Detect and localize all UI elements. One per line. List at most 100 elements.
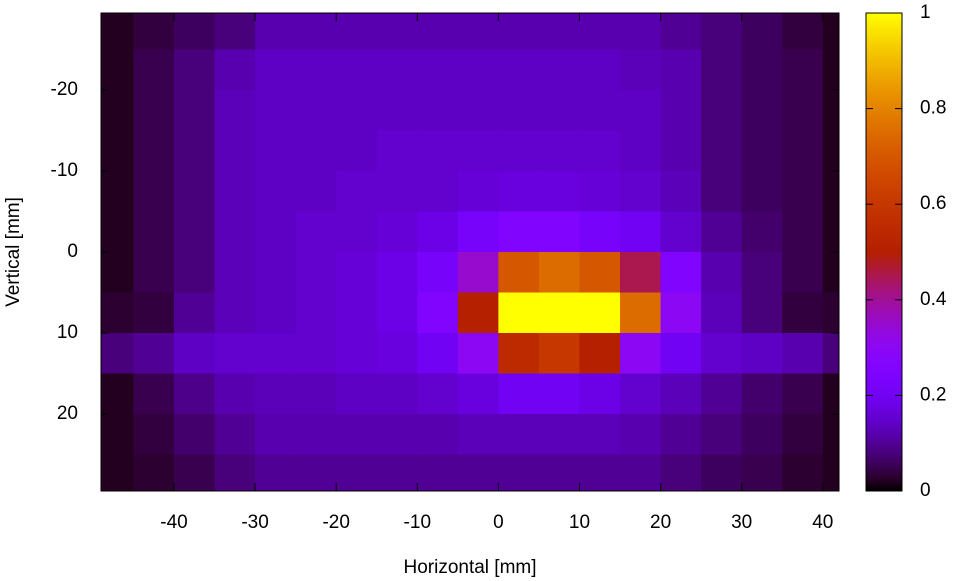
colorbar-tick-label: 0.6 [920,193,946,214]
heat-cell [295,49,337,91]
heat-cell [255,170,297,212]
heat-cell [741,414,783,456]
heat-cell [376,211,418,253]
heat-cell [457,373,499,415]
x-tick-label: 40 [812,512,833,533]
heat-cell [620,13,662,50]
heat-cell [255,211,297,253]
heat-cell [255,89,297,131]
heat-cell [579,333,621,375]
heat-cell [336,333,378,375]
heat-cell [579,414,621,456]
heat-cell [376,454,418,491]
heat-cell [295,130,337,172]
heat-cell [498,414,540,456]
heat-cell [822,13,839,50]
heat-cell [173,130,216,172]
heat-cell [660,170,702,212]
heat-cell [538,13,580,50]
heat-cell [101,373,134,415]
heat-cell [255,414,297,456]
colorbar-tick-label: 0.8 [920,98,946,119]
heat-cell [133,13,175,50]
heat-cell [782,13,824,50]
heat-cell [336,211,378,253]
heat-cell [457,292,499,334]
y-tick-label: 10 [57,322,78,343]
heat-cell [173,49,216,91]
heat-cell [782,292,824,334]
heat-cell [417,292,459,334]
heat-cell [173,414,216,456]
heat-cell [782,333,824,375]
heat-cell [101,333,134,375]
heat-cell [620,454,662,491]
heat-cell [620,292,662,334]
x-tick-label: -40 [160,512,187,533]
heat-cell [620,414,662,456]
heat-cell [538,170,580,212]
heat-cell [579,130,621,172]
heat-cell [457,89,499,131]
heat-cell [457,333,499,375]
heat-cell [173,170,216,212]
x-tick-label: -30 [241,512,268,533]
heat-cell [741,89,783,131]
heat-cell [457,252,499,294]
heat-cell [376,49,418,91]
heat-cell [782,373,824,415]
heat-cell [701,170,743,212]
x-tick-label: 10 [569,512,590,533]
heat-cell [417,454,459,491]
heat-cell [822,170,839,212]
heat-cell [336,414,378,456]
heat-cell [376,333,418,375]
heat-cell [741,333,783,375]
heat-cell [173,252,216,294]
heat-cell [579,211,621,253]
y-tick-label: 20 [57,403,78,424]
heat-cell [295,89,337,131]
heat-cell [214,170,256,212]
heat-cell [620,89,662,131]
heat-cell [295,252,337,294]
heat-cell [741,49,783,91]
heatmap [101,13,839,491]
heat-cell [782,252,824,294]
heat-cell [376,170,418,212]
heat-cell [782,414,824,456]
colorbar-tick-label: 1 [920,2,931,23]
heat-cell [701,130,743,172]
heat-cell [101,211,134,253]
heat-cell [822,49,839,91]
heat-cell [538,49,580,91]
heat-cell [376,373,418,415]
heat-cell [579,49,621,91]
heat-cell [579,170,621,212]
heat-cell [660,49,702,91]
heat-cell [214,373,256,415]
heat-cell [417,130,459,172]
heat-cell [133,454,175,491]
heat-cell [701,13,743,50]
heat-cell [701,292,743,334]
heat-cell [255,13,297,50]
heat-cell [214,13,256,50]
y-tick-label: 0 [67,241,78,262]
heat-cell [101,170,134,212]
heat-cell [579,454,621,491]
heat-cell [336,49,378,91]
heat-cell [538,373,580,415]
heat-cell [660,13,702,50]
heat-cell [336,454,378,491]
heat-cell [457,414,499,456]
heat-cell [822,252,839,294]
heat-cell [782,130,824,172]
heat-cell [336,292,378,334]
heat-cell [101,49,134,91]
heat-cell [701,49,743,91]
heat-cell [741,454,783,491]
heat-cell [782,89,824,131]
heat-cell [701,373,743,415]
